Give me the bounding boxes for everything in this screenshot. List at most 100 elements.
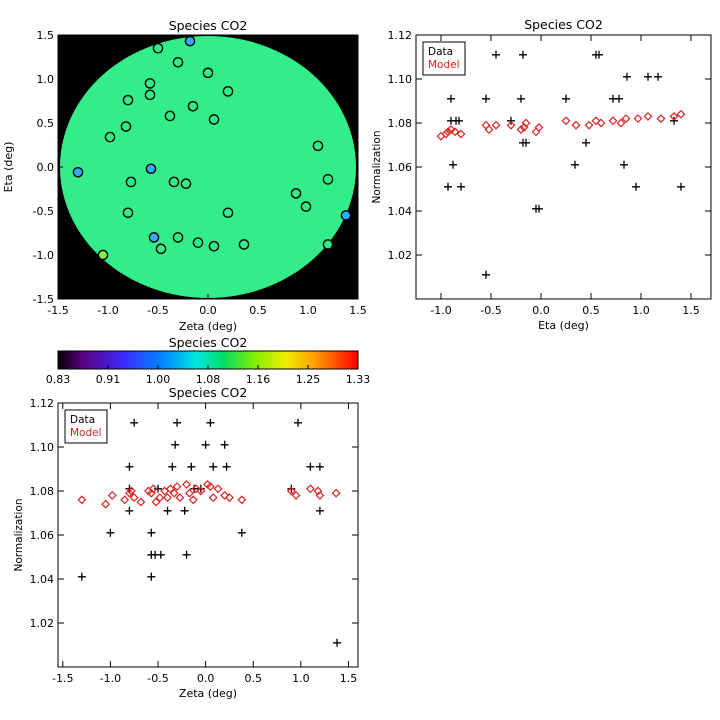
map-point [192,237,204,248]
x-tick-label: 1.5 [349,304,367,317]
x-tick-label: 0.5 [582,304,600,317]
model-point [521,118,531,128]
data-point [154,484,162,493]
y-tick-label: 0.0 [37,161,55,174]
data-point [77,572,86,581]
data-point [130,418,139,427]
y-tick-label: -1.0 [33,249,54,262]
x-axis-label: Zeta (deg) [179,687,237,700]
model-point [484,125,494,135]
map-point [125,176,137,188]
model-point [196,486,206,496]
data-point [171,440,180,449]
map-point [184,35,196,47]
data-point [168,462,177,471]
data-point [522,138,530,147]
model-point [175,493,185,503]
map-point [172,56,184,68]
model-point [291,490,301,500]
model-point [107,490,117,500]
y-tick-label: 1.12 [388,29,413,42]
data-point [333,638,342,647]
data-point [654,72,662,81]
model-point [656,114,666,124]
x-tick-label: 0.5 [249,304,267,317]
map-point [120,121,132,132]
map-point [322,174,334,185]
map-point [104,131,116,143]
map-point [208,114,220,125]
map-point [122,94,134,106]
model-point [481,120,491,130]
map-point [300,201,312,212]
zeta-panel: -1.5 -1.0 -0.5 0.0 0.5 1.0 1.5 1.02 1.04 1.06 1.08… [13,385,359,700]
y-tick-label: 1.06 [30,529,55,542]
x-tick-label: 1.5 [682,304,700,317]
data-point [444,182,452,191]
map-disk [60,36,356,298]
map-point [72,166,84,178]
model-point [531,127,541,137]
map-point [222,207,234,219]
legend-model-label: Model [70,427,102,439]
x-tick-label: -0.5 [147,672,168,685]
y-tick-label: -0.5 [33,205,54,218]
model-point [443,127,453,137]
data-point [187,462,196,471]
legend-data-label: Data [70,414,95,426]
model-point [188,495,198,505]
y-tick-label: 1.5 [37,29,55,42]
data-point [147,572,156,581]
map-point [148,232,160,243]
model-point [286,486,296,496]
map-point [144,89,156,101]
model-point [220,490,230,500]
model-point [151,497,161,507]
y-tick-label: 1.06 [388,161,413,174]
map-point [180,178,192,190]
model-point [101,499,111,509]
model-point [184,488,194,498]
map-point [145,163,157,175]
data-point [482,270,490,279]
colorbar-tick-label: 1.00 [146,373,171,386]
model-point [191,484,201,494]
y-tick-label: 1.08 [388,117,413,130]
data-point [190,484,199,493]
data-point [196,484,205,493]
map-point [97,249,109,261]
y-tick-label: 1.04 [30,573,55,586]
model-point [331,488,341,498]
chart-title: Species CO2 [524,17,603,32]
x-tick-label: 1.5 [340,672,358,685]
data-point [492,50,500,59]
x-tick-label: -1.5 [47,304,68,317]
data-point [677,182,685,191]
model-point [450,127,460,137]
data-point [447,94,455,103]
y-tick-label: -1.5 [33,293,54,306]
data-point [206,418,215,427]
x-tick-label: -1.0 [97,304,118,317]
map-point [122,207,134,219]
y-tick-label: 1.12 [30,397,55,410]
data-point [623,72,631,81]
model-point [608,116,618,126]
model-point [213,484,223,494]
model-point [315,490,325,500]
x-tick-label: -1.0 [100,672,121,685]
data-point [106,528,115,537]
model-point [129,493,139,503]
data-point [294,418,302,427]
model-point [491,120,501,130]
y-tick-label: 1.0 [37,73,55,86]
data-point [615,94,623,103]
data-point [519,50,527,59]
map-point [238,239,250,250]
data-point [644,72,652,81]
data-point [632,182,640,191]
model-point [77,495,87,505]
x-tick-label: -0.5 [147,304,168,317]
model-point [305,484,315,494]
y-tick-label: 1.10 [388,73,413,86]
